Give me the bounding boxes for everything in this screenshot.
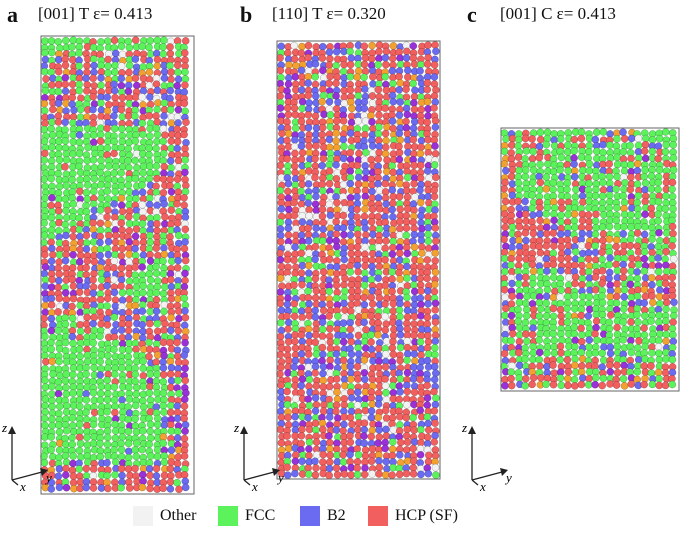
legend-label-other: Other: [160, 507, 197, 524]
panel-c-title: [001] C ε= 0.413: [500, 4, 616, 23]
axis-x-label: x: [19, 479, 26, 492]
panel-a-title: [001] T ε= 0.413: [38, 4, 153, 23]
legend-item-fcc: FCC: [218, 506, 275, 526]
legend-swatch-b2: [300, 506, 320, 526]
panel-c-letter: c: [467, 2, 477, 27]
legend-swatch-other: [133, 506, 153, 526]
legend-label-fcc: FCC: [245, 507, 276, 524]
legend-swatch-fcc: [218, 506, 238, 526]
panel-a-letter: a: [7, 2, 18, 27]
axis-triad-a: z y x: [2, 420, 52, 492]
axis-y-label: y: [504, 470, 512, 485]
legend-item-hcp: HCP (SF): [368, 506, 458, 526]
axis-x-label: x: [251, 479, 258, 492]
axis-z-label: z: [462, 420, 467, 435]
specimen-c-atom-column: [500, 127, 680, 392]
legend-label-b2: B2: [327, 507, 346, 524]
axis-y-label: y: [276, 470, 284, 485]
legend-label-hcp: HCP (SF): [395, 507, 458, 524]
axis-triad-b: z y x: [234, 420, 284, 492]
panel-b-title: [110] T ε= 0.320: [272, 4, 386, 23]
axis-z-label: z: [2, 420, 7, 435]
axis-y-label: y: [44, 470, 52, 485]
legend-item-other: Other: [133, 506, 196, 526]
legend-swatch-hcp: [368, 506, 388, 526]
structure-legend: Other FCC B2 HCP (SF): [0, 503, 685, 529]
specimen-a-atom-column: [40, 35, 195, 495]
panel-b-letter: b: [240, 2, 253, 27]
specimen-b-atom-column: [276, 40, 441, 480]
legend-item-b2: B2: [300, 506, 346, 526]
axis-triad-c: z y x: [462, 420, 512, 492]
axis-x-label: x: [479, 479, 486, 492]
axis-z-label: z: [234, 420, 239, 435]
